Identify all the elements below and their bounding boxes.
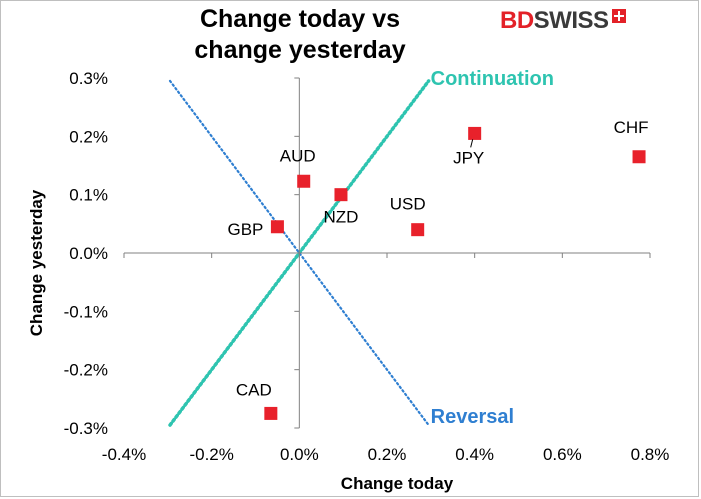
y-tick-label: 0.0% [69,244,108,263]
point-nzd [334,188,348,202]
x-tick-label: 0.6% [543,445,582,464]
x-tick-label: 0.8% [631,445,670,464]
x-tick-label: 0.0% [280,445,319,464]
y-tick-label: 0.1% [69,186,108,205]
label-jpy: JPY [453,148,484,167]
label-cad: CAD [236,380,272,399]
x-tick-label: -0.2% [189,445,233,464]
chart-title-line-2: change yesterday [194,36,406,64]
axes: -0.4% -0.2% 0.0% 0.2% 0.4% 0.6% 0.8% -0.3% -0.2%… [64,69,670,464]
label-nzd: NZD [323,208,358,227]
chart-title: Change today vs change yesterday [150,4,450,66]
bdswiss-logo: BD SWISS [500,6,626,36]
data-points [264,126,646,420]
point-usd [411,223,425,237]
y-tick-label: 0.2% [69,127,108,146]
logo-text-swiss: SWISS [533,7,609,34]
leader-line-jpy [470,139,474,148]
reference-line-labels: Continuation Reversal [431,68,554,428]
label-usd: USD [390,195,426,214]
x-tick-label: -0.4% [102,445,146,464]
x-tick-label: 0.4% [455,445,494,464]
y-tick-label: -0.3% [64,419,108,438]
y-tick-label: -0.2% [64,361,108,380]
y-tick-label: -0.1% [64,302,108,321]
x-axis-title: Change today [341,474,454,493]
y-tick-label: 0.3% [69,69,108,88]
logo-text-bd: BD [500,7,534,34]
reversal-label: Reversal [431,406,514,428]
continuation-label: Continuation [431,68,554,90]
point-chf [632,150,646,164]
swiss-cross-icon [611,9,626,23]
point-cad [264,406,278,420]
label-gbp: GBP [228,220,264,239]
point-aud [297,174,311,188]
label-aud: AUD [280,146,316,165]
point-jpy [468,126,482,140]
point-labels: CHF JPY USD NZD AUD GBP CAD [228,118,649,400]
point-gbp [270,220,284,234]
x-tick-label: 0.2% [368,445,407,464]
y-axis-title: Change yesterday [27,189,46,336]
label-chf: CHF [614,118,649,137]
chart-title-line-1: Change today vs [199,5,401,33]
